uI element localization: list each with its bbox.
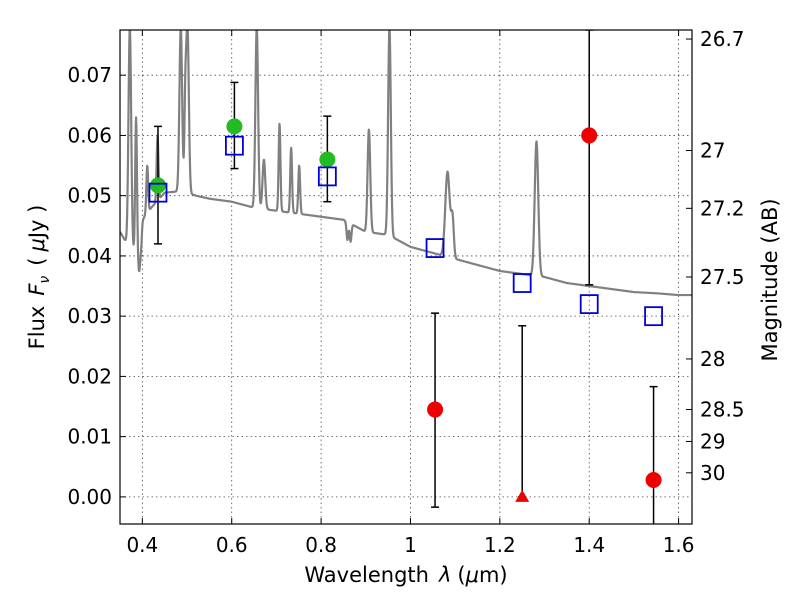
x-tick-label: 1 bbox=[404, 533, 417, 557]
y-axis-unit-open: ( bbox=[25, 258, 49, 266]
y-tick-label: 0.07 bbox=[67, 63, 112, 87]
y-axis-label-text: Flux bbox=[25, 306, 49, 350]
y-tick-label: 0.06 bbox=[67, 123, 112, 147]
y-axis-label: Flux Fν ( μJy ) bbox=[25, 205, 53, 350]
y-axis-unit-rest: Jy ) bbox=[25, 205, 49, 241]
y-tick-label: 0.02 bbox=[67, 364, 112, 388]
x-axis-unit-mu: μ bbox=[465, 563, 479, 587]
observed-green-point bbox=[226, 118, 243, 135]
mag-tick-label: 29 bbox=[700, 429, 725, 453]
mag-tick-label: 27 bbox=[700, 138, 725, 162]
x-axis-label-text: Wavelength bbox=[304, 563, 429, 587]
mag-tick-label: 27.2 bbox=[700, 196, 745, 220]
x-axis-symbol: λ bbox=[438, 563, 451, 587]
model-photometry-point bbox=[425, 238, 445, 258]
upper-limit-point bbox=[515, 489, 530, 502]
mag-tick-label: 28.5 bbox=[700, 398, 745, 422]
x-tick-label: 0.8 bbox=[305, 533, 337, 557]
observed-red-point bbox=[427, 401, 444, 418]
y-tick-label: 0.01 bbox=[67, 425, 112, 449]
grid bbox=[120, 30, 692, 524]
observed-red-point bbox=[645, 472, 662, 489]
x-tick-label: 1.2 bbox=[484, 533, 516, 557]
observed-green-point bbox=[319, 151, 336, 168]
mag-tick-label: 28 bbox=[700, 347, 725, 371]
observed-green-point bbox=[149, 177, 166, 194]
plot-frame bbox=[119, 29, 693, 525]
mag-tick-label: 26.7 bbox=[700, 27, 745, 51]
model-photometry-point bbox=[512, 273, 532, 293]
x-axis-unit-open: ( bbox=[457, 563, 465, 587]
y-tick-label: 0.03 bbox=[67, 304, 112, 328]
right-axis-label: Magnitude (AB) bbox=[758, 198, 782, 361]
observed-red-point bbox=[581, 127, 598, 144]
model-photometry-point bbox=[644, 306, 663, 327]
y-tick-label: 0.05 bbox=[67, 184, 112, 208]
model-photometry-point bbox=[224, 135, 244, 156]
x-tick-label: 1.4 bbox=[573, 533, 605, 557]
x-tick-label: 0.4 bbox=[126, 533, 158, 557]
model-photometry-point bbox=[148, 182, 168, 203]
y-axis-unit-mu: μ bbox=[25, 238, 49, 252]
mag-tick-label: 30 bbox=[700, 461, 725, 485]
model-spectrum bbox=[120, 30, 692, 297]
x-axis-label: Wavelength λ (μm) bbox=[304, 563, 507, 587]
data-points bbox=[148, 30, 663, 524]
x-tick-label: 0.6 bbox=[216, 533, 248, 557]
axis-ticks: 0.4 0.6 0.8 1 1.2 1.4 1.6 0.00 0.01 0.02 0.03 0.04 0… bbox=[67, 27, 744, 557]
y-axis-subscript: ν bbox=[37, 276, 53, 284]
y-axis-symbol: F bbox=[25, 283, 49, 296]
y-tick-label: 0.04 bbox=[67, 244, 112, 268]
model-spectrum-line bbox=[120, 30, 692, 297]
x-axis-unit-rest: m) bbox=[479, 563, 508, 587]
x-tick-label: 1.6 bbox=[663, 533, 695, 557]
y-tick-label: 0.00 bbox=[67, 485, 112, 509]
mag-tick-label: 27.5 bbox=[700, 265, 745, 289]
model-photometry-point bbox=[579, 294, 599, 315]
model-photometry-point bbox=[317, 166, 337, 187]
